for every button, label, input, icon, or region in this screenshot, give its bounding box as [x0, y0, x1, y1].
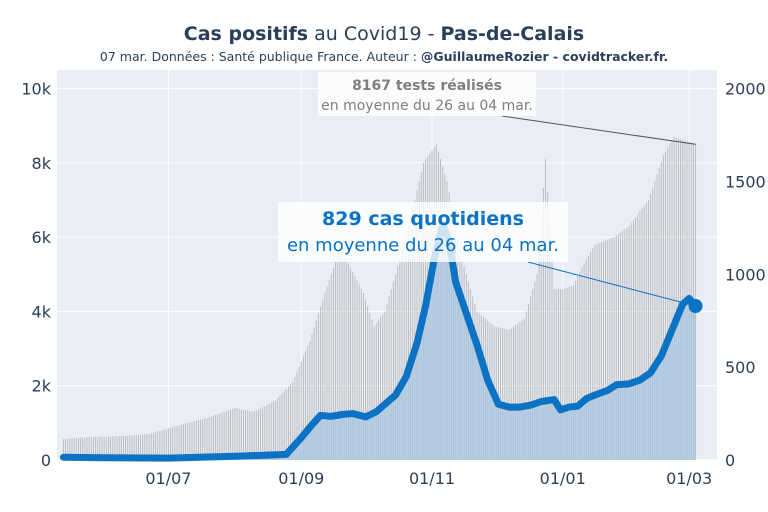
tests-annotation-leader [501, 115, 696, 145]
y-left-tick-label: 0 [41, 451, 51, 470]
x-tick-label: 01/07 [145, 469, 191, 488]
tests-annotation-sub: en moyenne du 26 au 04 mar. [321, 98, 533, 114]
y-right-tick-label: 1000 [725, 265, 766, 284]
cases-annotation-leader [527, 261, 696, 307]
y-right-tick-label: 2000 [725, 80, 766, 99]
cases-last-point [688, 299, 703, 314]
y-right-tick-label: 1500 [725, 172, 766, 191]
y-left-tick-label: 10k [21, 80, 51, 99]
title-part-2: au Covid19 - [308, 23, 440, 45]
chart-subtitle: 07 mar. Données : Santé publique France.… [100, 49, 668, 64]
title-part-3: Pas-de-Calais [440, 23, 584, 45]
y-left-tick-label: 4k [32, 302, 52, 321]
cases-line [59, 220, 700, 462]
x-tick-label: 01/01 [540, 469, 586, 488]
x-tick-label: 01/03 [666, 469, 712, 488]
y-left-tick-label: 6k [32, 228, 52, 247]
y-right-tick-label: 0 [725, 451, 735, 470]
tests-annotation-box [318, 72, 536, 116]
x-tick-label: 01/11 [409, 469, 455, 488]
tests-annotation-label: 8167 tests réalisés [352, 78, 502, 94]
subtitle-part-1: 07 mar. Données : Santé publique France.… [100, 49, 421, 64]
cases-series [59, 220, 700, 462]
subtitle-part-2: @GuillaumeRozier - covidtracker.fr. [421, 49, 668, 64]
cases-annotation-box [278, 202, 568, 262]
cases-annotation-label: 829 cas quotidiens [322, 208, 524, 230]
ticks: 0 2k 4k 6k 8k 10k 0 500 1000 1500 2000 01/07 01/09 01… [21, 80, 765, 488]
y-right-tick-label: 500 [725, 358, 756, 377]
x-tick-label: 01/09 [278, 469, 324, 488]
title-part-1: Cas positifs [184, 23, 308, 45]
chart-title: Cas positifs au Covid19 - Pas-de-Calais [184, 23, 584, 45]
y-left-tick-label: 8k [32, 154, 52, 173]
cases-annotation-sub: en moyenne du 26 au 04 mar. [287, 235, 559, 256]
y-left-tick-label: 2k [32, 377, 52, 396]
